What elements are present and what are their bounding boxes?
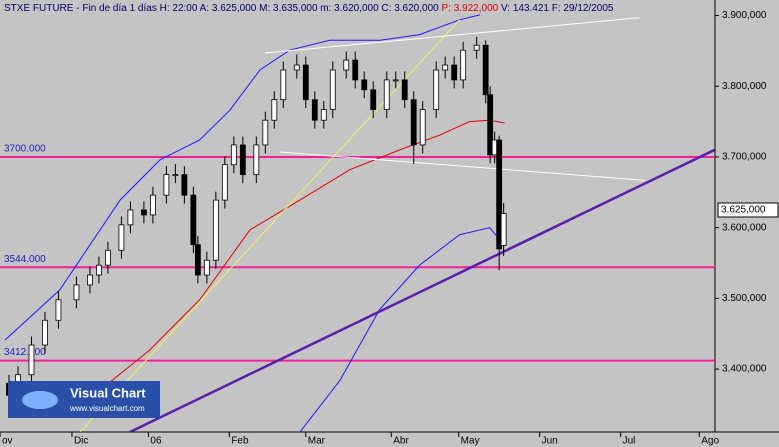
candle-body [473,44,480,51]
header-part: V: 143.421 F: 29/12/2005 [501,3,614,14]
candle-body [487,94,494,156]
plot: 3700.000 3544.000 3412.000 [0,14,715,432]
candle-body [343,59,350,71]
level-label: 3412.000 [4,347,46,358]
candle-body [172,174,179,177]
level-label: 3700.000 [4,144,46,155]
candle-body [401,79,408,101]
candle-body [28,344,35,376]
logo-url: www.visualchart.com [69,404,145,413]
header: STXE FUTURE - Fin de día 1 días H: 22:00… [4,3,614,14]
price-tag [717,202,779,218]
candle-body [482,44,489,96]
candle-body [329,69,336,110]
y-tick-label: 3.900,000 [722,10,767,21]
candle-body [181,174,188,196]
candle-body [55,299,62,321]
y-tick-label: 3.500,000 [722,293,767,304]
candle-body [410,99,417,146]
candle-body [370,89,377,110]
x-tick-label: Feb [231,436,249,447]
header-part: STXE FUTURE - Fin de día 1 días H: 22:00… [4,3,439,14]
indicator-line [99,119,505,391]
candle-body [253,144,260,176]
candle-body [302,64,309,101]
candle-body [419,109,426,146]
candle-body [221,164,228,201]
x-tick-label: Dic [74,436,88,447]
candle-body [140,209,147,216]
candle-body [118,224,125,251]
candle-body [311,99,318,121]
indicator-line [4,14,480,341]
y-tick-label: 3.700,000 [722,152,767,163]
candle-body [361,79,368,91]
indicator-line [129,148,715,432]
candle-body [239,144,246,176]
candle-body [496,139,503,250]
candle-body [190,194,197,246]
candle-body [352,59,359,81]
candle-body [163,174,170,196]
x-tick-label: 06 [150,436,162,447]
candle-body [271,99,278,121]
candle-body [460,49,467,81]
price-tag-label: 3.625,000 [721,205,766,216]
candle-body [42,319,48,346]
level-label: 3544.000 [4,254,46,265]
x-tick-label: Mar [308,436,326,447]
candle-body [105,249,111,266]
logo-title: Visual Chart [70,385,146,400]
candle-body [293,64,300,71]
candle-body [500,213,507,246]
candle-body [87,274,93,286]
indicator-line [279,151,645,181]
x-tick-label: May [461,436,480,447]
x-tick-label: Jun [542,436,558,447]
logo-icon [22,391,58,409]
indicator-line [79,19,460,432]
x-tick-label: Jul [623,436,636,447]
candle-body [433,69,440,110]
candle-body [280,69,287,101]
candle-body [212,199,219,261]
x-tick-label: Abr [393,436,409,447]
candle-body [127,209,134,226]
candle-body [451,64,458,81]
candle-body [230,144,237,166]
candle-body [203,259,210,276]
candle-body [73,284,80,301]
indicator-line [264,17,640,54]
candle-body [442,64,449,71]
y-tick-label: 3.800,000 [722,81,767,92]
header-part: P: 3.922,000 [441,3,498,14]
candle-body [392,79,399,82]
candle-body [320,109,327,121]
candle-body [194,244,201,276]
candle-body [96,264,102,276]
candle-body [262,119,269,146]
y-tick-label: 3.600,000 [722,222,767,233]
candle-body [383,79,390,110]
indicator-line [299,227,500,432]
y-tick-label: 3.400,000 [722,364,767,375]
x-tick-label: ov [2,436,13,447]
x-tick-label: Ago [701,436,719,447]
candle-body [149,194,156,216]
